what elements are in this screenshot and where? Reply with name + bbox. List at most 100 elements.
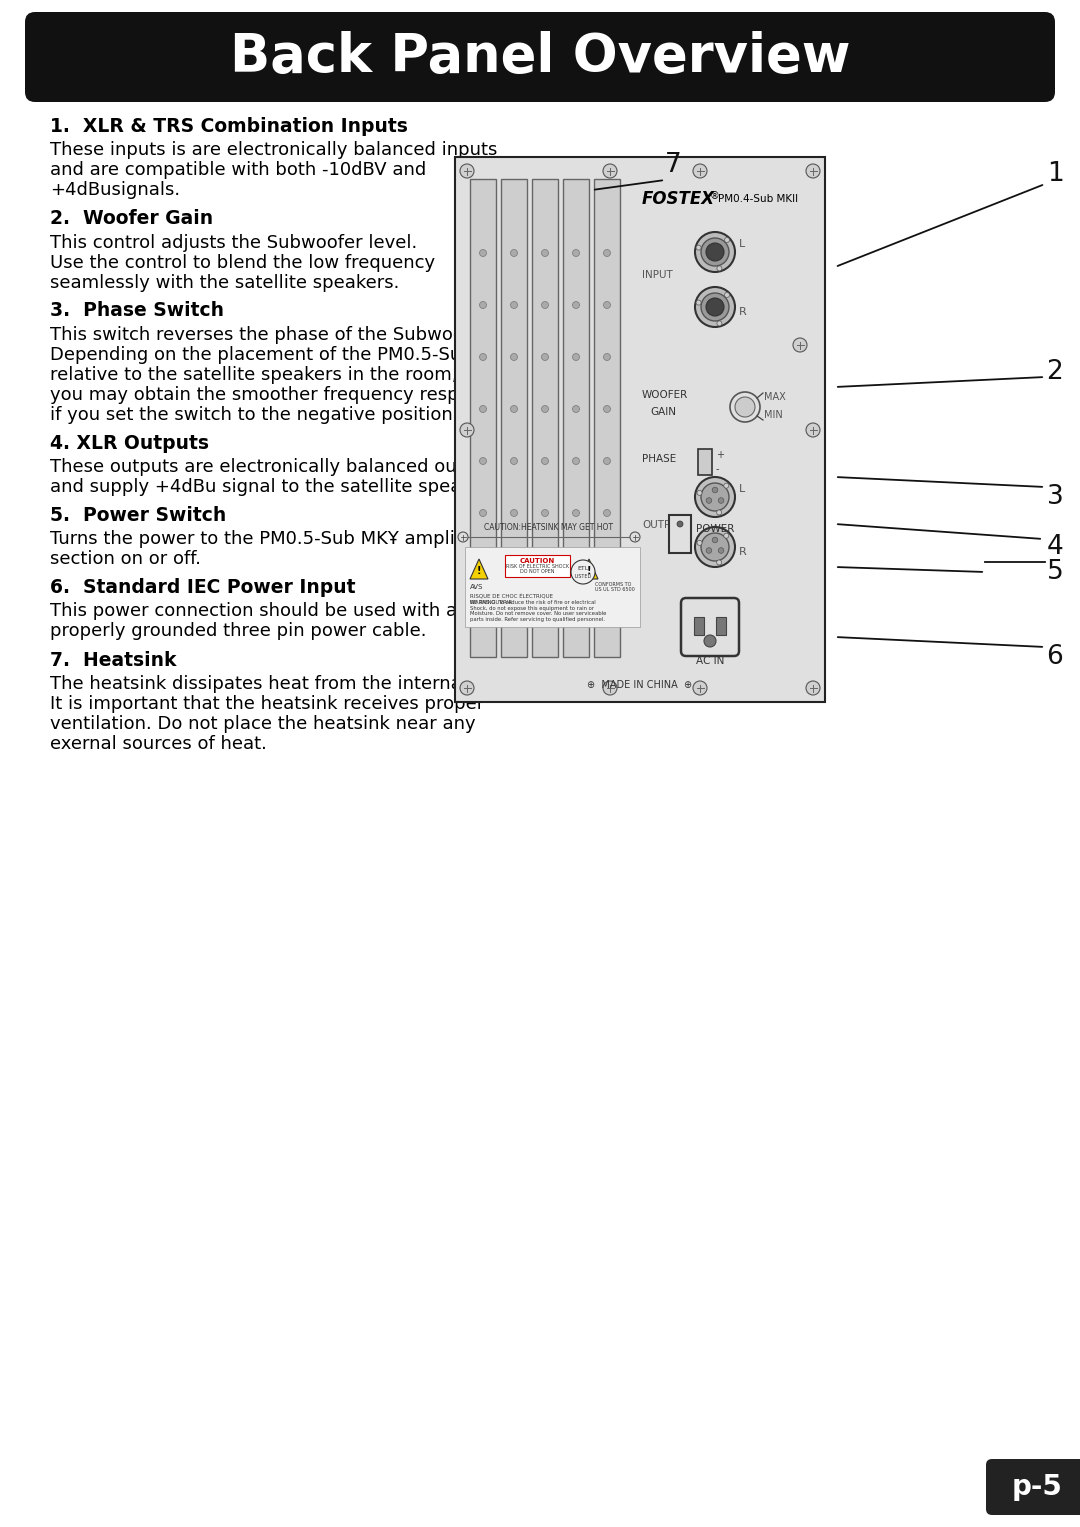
Text: MAX: MAX xyxy=(764,392,786,402)
Text: The heatsink dissipates heat from the internal amplifier.: The heatsink dissipates heat from the in… xyxy=(50,675,557,693)
Polygon shape xyxy=(470,559,488,579)
Circle shape xyxy=(697,301,701,305)
Text: 1.  XLR & TRS Combination Inputs: 1. XLR & TRS Combination Inputs xyxy=(50,118,408,136)
Circle shape xyxy=(460,681,474,695)
Circle shape xyxy=(806,163,820,179)
Circle shape xyxy=(604,301,610,308)
Text: ®: ® xyxy=(710,191,719,202)
Text: 7.  Heatsink: 7. Heatsink xyxy=(50,651,176,669)
Circle shape xyxy=(706,548,712,553)
Circle shape xyxy=(697,246,701,250)
Text: 1: 1 xyxy=(1047,160,1064,186)
Circle shape xyxy=(725,238,729,243)
Text: 4. XLR Outputs: 4. XLR Outputs xyxy=(50,434,210,452)
Text: 3: 3 xyxy=(1047,484,1064,510)
Text: and supply +4dBu signal to the satellite speakers.: and supply +4dBu signal to the satellite… xyxy=(50,478,504,496)
Bar xyxy=(505,554,570,577)
Circle shape xyxy=(511,301,517,308)
Circle shape xyxy=(717,266,721,270)
Circle shape xyxy=(541,614,549,620)
Bar xyxy=(465,547,640,628)
Circle shape xyxy=(701,483,729,512)
Circle shape xyxy=(572,562,580,568)
Text: 4: 4 xyxy=(1047,534,1064,560)
Circle shape xyxy=(572,249,580,257)
Circle shape xyxy=(511,406,517,412)
Circle shape xyxy=(603,163,617,179)
Circle shape xyxy=(571,560,595,583)
Text: 6: 6 xyxy=(1047,644,1064,670)
Bar xyxy=(470,179,496,657)
Text: p-5: p-5 xyxy=(1012,1474,1063,1501)
Circle shape xyxy=(604,562,610,568)
Text: 2.  Woofer Gain: 2. Woofer Gain xyxy=(50,209,213,228)
Text: L: L xyxy=(739,484,745,495)
Circle shape xyxy=(724,533,729,538)
Circle shape xyxy=(511,510,517,516)
Circle shape xyxy=(604,614,610,620)
Circle shape xyxy=(697,490,702,495)
Text: MIN: MIN xyxy=(764,411,783,420)
Circle shape xyxy=(572,353,580,360)
Bar xyxy=(669,515,691,553)
Text: INPUT: INPUT xyxy=(642,270,673,279)
Circle shape xyxy=(696,232,735,272)
Circle shape xyxy=(541,249,549,257)
Bar xyxy=(563,179,589,657)
Bar xyxy=(698,449,712,475)
Circle shape xyxy=(480,562,486,568)
Text: RISK OF ELECTRIC SHOCK
DO NOT OPEN: RISK OF ELECTRIC SHOCK DO NOT OPEN xyxy=(505,563,569,574)
Text: PHASE: PHASE xyxy=(642,454,676,464)
Circle shape xyxy=(696,476,735,518)
Bar xyxy=(716,617,726,635)
Text: 2: 2 xyxy=(1047,359,1064,385)
Circle shape xyxy=(712,487,718,493)
Text: PM0.4-Sub MKII: PM0.4-Sub MKII xyxy=(718,194,798,205)
Circle shape xyxy=(511,353,517,360)
Bar xyxy=(455,157,825,702)
Circle shape xyxy=(604,353,610,360)
Circle shape xyxy=(697,541,702,545)
Circle shape xyxy=(511,614,517,620)
Circle shape xyxy=(541,458,549,464)
Circle shape xyxy=(696,287,735,327)
Circle shape xyxy=(701,238,729,266)
Circle shape xyxy=(706,498,712,504)
Circle shape xyxy=(735,397,755,417)
Text: AVS: AVS xyxy=(470,583,484,589)
Text: These inputs is are electronically balanced inputs: These inputs is are electronically balan… xyxy=(50,142,498,159)
Circle shape xyxy=(480,458,486,464)
Text: section on or off.: section on or off. xyxy=(50,550,201,568)
Circle shape xyxy=(541,353,549,360)
Text: POWER: POWER xyxy=(696,524,734,534)
Circle shape xyxy=(541,406,549,412)
Circle shape xyxy=(541,562,549,568)
Circle shape xyxy=(718,498,724,504)
Text: FOSTEX: FOSTEX xyxy=(642,189,715,208)
Circle shape xyxy=(604,510,610,516)
Text: CAUTION: CAUTION xyxy=(519,557,555,563)
Text: R: R xyxy=(739,307,746,318)
Text: This power connection should be used with a: This power connection should be used wit… xyxy=(50,603,457,620)
FancyBboxPatch shape xyxy=(681,599,739,657)
Circle shape xyxy=(604,249,610,257)
Circle shape xyxy=(630,531,640,542)
Circle shape xyxy=(717,510,721,515)
Text: This control adjusts the Subwoofer level.: This control adjusts the Subwoofer level… xyxy=(50,234,417,252)
Circle shape xyxy=(480,353,486,360)
Circle shape xyxy=(572,614,580,620)
Text: !: ! xyxy=(476,567,482,576)
Circle shape xyxy=(458,531,468,542)
Text: It is important that the heatsink receives proper: It is important that the heatsink receiv… xyxy=(50,695,484,713)
Text: WARNING  To reduce the risk of fire or electrical
Shock, do not expose this equi: WARNING To reduce the risk of fire or el… xyxy=(470,600,606,621)
Text: +4dBusignals.: +4dBusignals. xyxy=(50,182,180,199)
Text: R: R xyxy=(739,547,746,557)
Circle shape xyxy=(541,301,549,308)
Circle shape xyxy=(541,510,549,516)
Circle shape xyxy=(793,337,807,353)
Circle shape xyxy=(511,458,517,464)
Circle shape xyxy=(480,510,486,516)
Circle shape xyxy=(480,249,486,257)
Circle shape xyxy=(677,521,683,527)
Circle shape xyxy=(693,681,707,695)
